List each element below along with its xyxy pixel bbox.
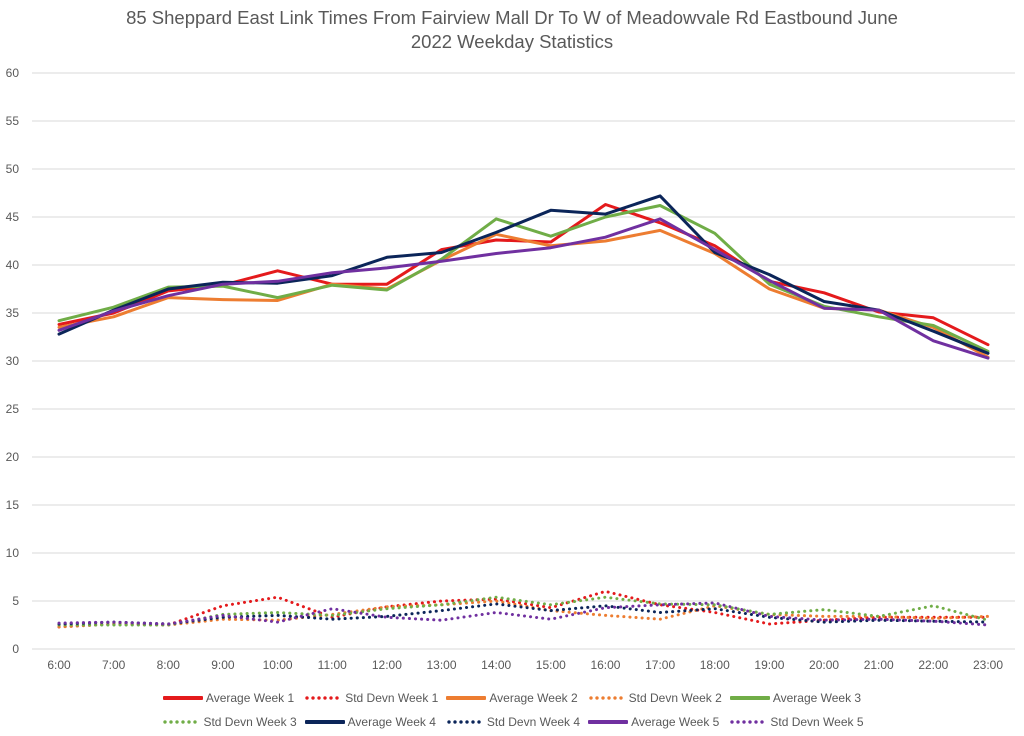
- legend-row: Average Week 1 Std Devn Week 1 Average Wee…: [0, 686, 1024, 710]
- x-tick-label: 7:00: [102, 658, 126, 672]
- series-line-average-week-3: [57, 204, 990, 353]
- dotted-line-swatch-icon: [586, 694, 626, 702]
- chart-title-line-2: 2022 Weekday Statistics: [410, 31, 614, 52]
- dotted-line-swatch-icon: [160, 718, 200, 726]
- x-tick-label: 22:00: [918, 658, 948, 672]
- legend-item: Std Devn Week 4: [444, 715, 580, 729]
- legend-label: Std Devn Week 3: [203, 715, 297, 729]
- legend-label: Average Week 3: [772, 691, 862, 705]
- solid-line-swatch-icon: [729, 694, 770, 702]
- legend-label: Std Devn Week 5: [770, 715, 864, 729]
- x-tick-label: 12:00: [372, 658, 402, 672]
- legend-label: Average Week 4: [347, 715, 436, 729]
- legend-item: Average Week 3: [729, 691, 862, 705]
- y-tick-label: 55: [6, 114, 20, 128]
- x-tick-label: 20:00: [809, 658, 839, 672]
- legend-label: Average Week 5: [631, 715, 720, 729]
- y-tick-label: 50: [6, 162, 20, 176]
- dotted-line-swatch-icon: [302, 694, 342, 702]
- y-tick-label: 35: [6, 306, 20, 320]
- y-tick-label: 40: [6, 258, 20, 272]
- series-line-average-week-4: [57, 194, 990, 355]
- x-tick-label: 13:00: [427, 658, 457, 672]
- x-tick-label: 9:00: [211, 658, 235, 672]
- series-line-std-devn-week-1: [57, 589, 990, 629]
- legend-item: Std Devn Week 3: [160, 715, 297, 729]
- y-tick-label: 45: [6, 210, 20, 224]
- series-line-average-week-1: [57, 203, 990, 347]
- legend-item: Std Devn Week 5: [727, 715, 864, 729]
- x-tick-label: 18:00: [700, 658, 730, 672]
- x-tick-label: 11:00: [318, 658, 347, 672]
- x-tick-label: 16:00: [590, 658, 620, 672]
- x-tick-label: 6:00: [47, 658, 71, 672]
- legend-item: Average Week 4: [304, 715, 436, 729]
- chart-title: 85 Sheppard East Link Times From Fairvie…: [0, 6, 1024, 54]
- legend: Average Week 1 Std Devn Week 1 Average Wee…: [0, 686, 1024, 734]
- chart-title-line-1: 85 Sheppard East Link Times From Fairvie…: [126, 7, 898, 28]
- x-tick-label: 19:00: [754, 658, 784, 672]
- legend-label: Average Week 2: [489, 691, 578, 705]
- y-tick-label: 25: [6, 402, 20, 416]
- legend-label: Average Week 1: [205, 691, 295, 705]
- solid-line-swatch-icon: [162, 694, 203, 702]
- x-tick-label: 17:00: [645, 658, 675, 672]
- y-tick-label: 30: [6, 354, 20, 368]
- y-tick-label: 10: [6, 546, 20, 560]
- series-lines: [57, 194, 990, 629]
- series-line-std-devn-week-5: [57, 601, 990, 627]
- x-tick-label: 10:00: [263, 658, 293, 672]
- x-tick-label: 15:00: [536, 658, 566, 672]
- x-tick-label: 21:00: [864, 658, 894, 672]
- y-tick-label: 60: [6, 66, 20, 80]
- legend-label: Std Devn Week 4: [486, 715, 581, 729]
- y-tick-label: 5: [12, 594, 19, 608]
- solid-line-swatch-icon: [588, 718, 629, 726]
- legend-item: Average Week 2: [446, 691, 578, 705]
- legend-label: Std Devn Week 2: [628, 691, 722, 705]
- solid-line-swatch-icon: [304, 718, 345, 726]
- legend-item: Std Devn Week 1: [302, 691, 438, 705]
- y-tick-label: 20: [6, 450, 20, 464]
- y-axis-tick-labels: 0 5 10 15 20 25 30 35 40 45 50 55 60: [6, 66, 20, 656]
- x-axis-tick-labels: 6:00 7:00 8:00 9:00 10:00 11:00 12:00 13:00 14:0…: [47, 658, 1003, 672]
- x-tick-label: 23:00: [973, 658, 1003, 672]
- y-tick-label: 0: [12, 642, 19, 656]
- solid-line-swatch-icon: [446, 694, 487, 702]
- dotted-line-swatch-icon: [444, 718, 484, 726]
- legend-label: Std Devn Week 1: [345, 691, 439, 705]
- series-line-average-week-5: [57, 217, 990, 360]
- x-tick-label: 8:00: [157, 658, 181, 672]
- dotted-line-swatch-icon: [727, 718, 767, 726]
- legend-row: Std Devn Week 3 Average Week 4 Std Devn We…: [0, 710, 1024, 734]
- gridlines: [32, 72, 1015, 650]
- y-tick-label: 15: [6, 498, 20, 512]
- legend-item: Average Week 1: [162, 691, 295, 705]
- legend-item: Average Week 5: [588, 715, 719, 729]
- legend-item: Std Devn Week 2: [586, 691, 722, 705]
- x-tick-label: 14:00: [481, 658, 511, 672]
